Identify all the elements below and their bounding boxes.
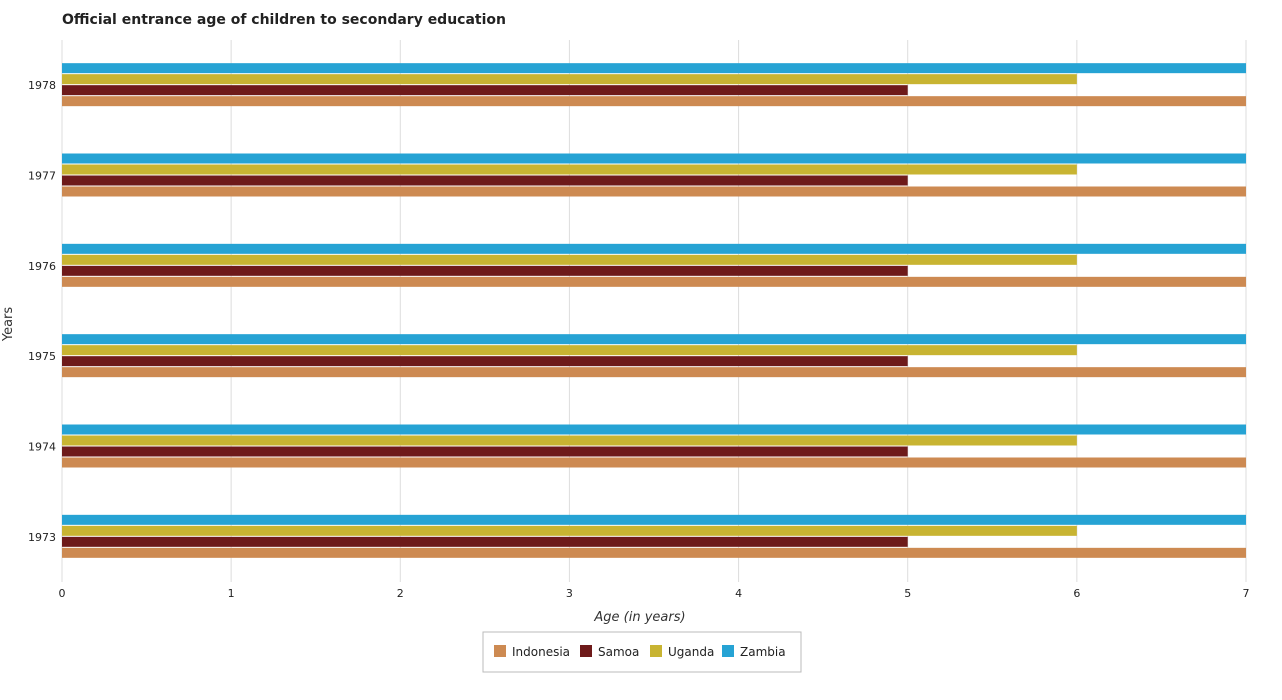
bar-zambia-1974 xyxy=(62,424,1246,435)
y-tick-label: 1975 xyxy=(28,350,56,363)
x-tick-label: 3 xyxy=(566,587,573,600)
x-tick-label: 7 xyxy=(1243,587,1250,600)
y-tick-label: 1978 xyxy=(28,79,56,92)
legend-swatch-zambia xyxy=(722,645,734,657)
bar-samoa-1974 xyxy=(62,446,908,457)
bar-uganda-1974 xyxy=(62,435,1077,446)
bar-samoa-1975 xyxy=(62,356,908,367)
y-tick-label: 1977 xyxy=(28,170,56,183)
legend-label-indonesia: Indonesia xyxy=(512,645,570,659)
bar-indonesia-1975 xyxy=(62,367,1246,378)
bar-zambia-1977 xyxy=(62,153,1246,164)
bar-zambia-1978 xyxy=(62,63,1246,74)
bar-indonesia-1977 xyxy=(62,186,1246,197)
bar-indonesia-1974 xyxy=(62,457,1246,468)
bar-samoa-1973 xyxy=(62,536,908,547)
bar-samoa-1977 xyxy=(62,175,908,186)
chart-title: Official entrance age of children to sec… xyxy=(62,12,506,28)
legend-swatch-indonesia xyxy=(494,645,506,657)
bar-uganda-1976 xyxy=(62,254,1077,265)
bar-samoa-1976 xyxy=(62,265,908,276)
x-axis-ticks: 0 1 2 3 4 5 6 7 xyxy=(59,587,1250,600)
bar-zambia-1976 xyxy=(62,243,1246,254)
bar-indonesia-1978 xyxy=(62,96,1246,107)
x-tick-label: 2 xyxy=(397,587,404,600)
x-tick-label: 0 xyxy=(59,587,66,600)
bar-zambia-1975 xyxy=(62,334,1246,345)
bar-zambia-1973 xyxy=(62,514,1246,525)
bar-uganda-1977 xyxy=(62,164,1077,175)
legend-label-zambia: Zambia xyxy=(740,645,786,659)
bars xyxy=(62,63,1246,558)
x-tick-label: 1 xyxy=(228,587,235,600)
x-axis-label: Age (in years) xyxy=(593,610,685,625)
legend-swatch-samoa xyxy=(580,645,592,657)
x-tick-label: 5 xyxy=(904,587,911,600)
bar-uganda-1975 xyxy=(62,345,1077,356)
y-tick-label: 1973 xyxy=(28,531,56,544)
y-tick-label: 1974 xyxy=(28,441,56,454)
y-axis-label: Years xyxy=(1,307,16,343)
bar-samoa-1978 xyxy=(62,85,908,96)
legend-swatch-uganda xyxy=(650,645,662,657)
bar-uganda-1973 xyxy=(62,525,1077,536)
y-tick-label: 1976 xyxy=(28,260,56,273)
legend-label-uganda: Uganda xyxy=(668,645,714,659)
x-tick-label: 6 xyxy=(1073,587,1080,600)
legend-label-samoa: Samoa xyxy=(598,645,639,659)
bar-uganda-1978 xyxy=(62,74,1077,85)
legend-box xyxy=(482,631,802,673)
grid xyxy=(61,40,1247,582)
x-tick-label: 4 xyxy=(735,587,742,600)
y-axis-ticks: 1973 1974 1975 1976 1977 1978 xyxy=(28,79,56,544)
bar-indonesia-1973 xyxy=(62,547,1246,558)
legend: Indonesia Samoa Uganda Zambia xyxy=(482,631,802,673)
bar-indonesia-1976 xyxy=(62,276,1246,287)
